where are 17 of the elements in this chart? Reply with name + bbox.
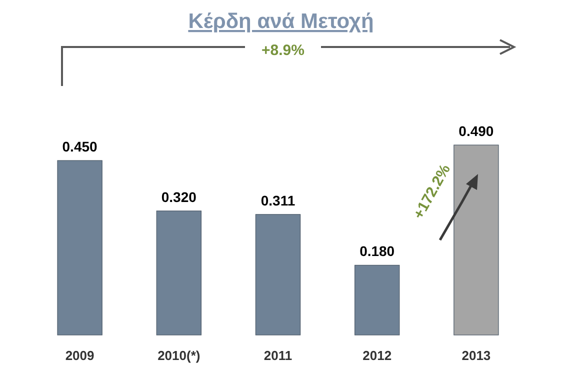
bar (454, 144, 499, 336)
x-tick-label: 2009 (65, 348, 94, 363)
data-label: 0.320 (161, 188, 197, 205)
x-tick-label: 2011 (264, 348, 292, 363)
bar (57, 160, 102, 336)
data-label: 0.311 (260, 192, 296, 208)
x-tick-label: 2013 (462, 348, 491, 363)
bar (156, 210, 202, 336)
data-label: 0.180 (360, 243, 395, 260)
x-tick-label: 2012 (362, 348, 392, 363)
data-label: 0.490 (458, 123, 494, 139)
text: +8.9% (262, 42, 304, 59)
chart-title: Κέρδη ανά Μετοχή (188, 10, 374, 33)
data-label: 0.450 (62, 138, 98, 155)
x-tick-label: 2010(*) (158, 348, 200, 363)
bar (354, 264, 400, 336)
bar (255, 214, 301, 336)
